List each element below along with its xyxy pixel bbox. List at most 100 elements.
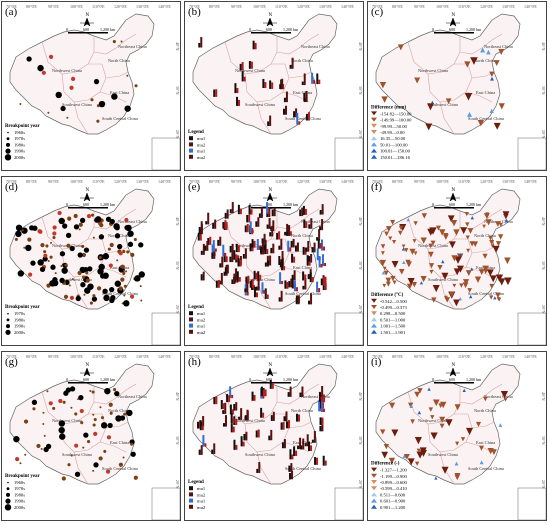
- scale-label: 1,200 km: [100, 202, 116, 208]
- station-bar: [264, 288, 267, 299]
- station-dot: [99, 223, 104, 228]
- station-bar: [281, 442, 284, 449]
- station-bar: [266, 202, 269, 214]
- lon-label: 90°0'E: [231, 354, 242, 359]
- lon-label: 70°0'E: [6, 179, 17, 184]
- region-label: Southwest China: [245, 102, 275, 107]
- north-arrow-icon: [263, 192, 277, 202]
- scale-bar: [434, 382, 474, 384]
- station-bar: [305, 113, 308, 121]
- legend-item: -0.599—0.410: [380, 486, 407, 491]
- station-dot: [92, 236, 95, 239]
- north-label: N: [452, 188, 456, 193]
- station-triangle: [445, 98, 452, 105]
- station-bar: [215, 396, 218, 405]
- legend-item: 0.501—1.000: [380, 317, 406, 322]
- station-bar: [238, 277, 241, 282]
- region-label: East China: [110, 90, 129, 95]
- legend-symbol: [7, 312, 9, 315]
- station-bar: [230, 413, 233, 424]
- station-bar: [271, 382, 274, 389]
- map-f: 70°0'E 80°0'E 90°0'E 100°0'E 110°0'E 120°0'E 1…: [371, 179, 546, 345]
- lon-label: 140°0'E: [341, 354, 354, 359]
- north-arrow-icon: [263, 17, 277, 27]
- region-label: East China: [293, 265, 312, 270]
- station-dot: [69, 245, 75, 252]
- lat-label: 20°N: [358, 305, 363, 314]
- station-bar: [286, 223, 289, 236]
- station-triangle: [504, 257, 511, 265]
- station-dot: [61, 267, 68, 274]
- station-triangle: [493, 122, 501, 130]
- region-boundary: [99, 441, 127, 453]
- station-bar: [260, 386, 263, 396]
- station-dot: [124, 217, 129, 223]
- station-bar: [310, 445, 313, 451]
- station-bar: [302, 438, 305, 450]
- station-dot: [121, 302, 124, 305]
- station-triangle: [441, 466, 449, 474]
- station-bar: [268, 210, 271, 214]
- station-dot: [86, 440, 91, 444]
- station-triangle: [489, 283, 495, 289]
- station-bar: [236, 88, 239, 94]
- scale-bar: [251, 207, 291, 209]
- station-bar: [283, 416, 286, 422]
- inset-box: [517, 312, 546, 345]
- lon-label: 80°0'E: [209, 179, 220, 184]
- station-bar: [217, 279, 220, 288]
- lat-label: 40°N: [541, 42, 546, 51]
- station-bar: [282, 421, 285, 430]
- station-dot: [138, 271, 145, 278]
- scale-label: 1,200 km: [283, 27, 299, 33]
- station-triangle: [398, 230, 403, 236]
- station-bar: [320, 396, 323, 402]
- scale-label: 1,200 km: [100, 27, 116, 33]
- scale-label: 1,200 km: [466, 377, 482, 383]
- region-boundary: [73, 451, 89, 485]
- station-bar: [299, 392, 302, 398]
- station-dot: [64, 263, 68, 267]
- lon-label: 110°0'E: [458, 4, 471, 9]
- station-triangle: [503, 397, 508, 402]
- station-dot: [69, 386, 76, 392]
- station-triangle: [430, 415, 435, 420]
- panel-a: 70°0'E 80°0'E 90°0'E 100°0'E 110°0'E 120°0'E 1…: [1, 1, 181, 171]
- station-triangle: [491, 449, 497, 455]
- legend-symbol: [5, 498, 11, 504]
- station-bar: [285, 105, 288, 115]
- station-triangle: [465, 270, 472, 277]
- lon-label: 130°0'E: [502, 354, 515, 359]
- station-dot: [60, 105, 66, 112]
- map-h: 70°0'E 80°0'E 90°0'E 100°0'E 110°0'E 120°0'E 1…: [188, 354, 363, 520]
- station-triangle: [464, 61, 471, 68]
- region-boundary: [288, 421, 312, 429]
- station-dot: [123, 269, 126, 272]
- legend-symbol: [371, 123, 377, 128]
- legend-item: mu1: [197, 486, 206, 491]
- station-bar: [202, 416, 205, 427]
- station-triangle: [498, 423, 503, 427]
- region-label: North China: [474, 233, 496, 238]
- station-dot: [21, 229, 24, 232]
- scale-label: 1,200 km: [466, 202, 482, 208]
- station-triangle: [404, 248, 409, 253]
- legend-item: -149.99—100.00: [380, 118, 412, 123]
- station-bar: [283, 108, 286, 115]
- station-bar: [268, 435, 271, 441]
- station-triangle: [475, 421, 482, 428]
- station-bar: [257, 217, 260, 227]
- station-dot: [40, 243, 45, 248]
- station-triangle: [489, 239, 495, 245]
- station-dot: [67, 216, 72, 221]
- legend-item: 1970s: [14, 311, 25, 316]
- region-boundary: [93, 208, 137, 230]
- region-label: Northeast China: [301, 44, 330, 49]
- station-triangle: [504, 218, 509, 222]
- station-bar: [291, 454, 294, 460]
- station-dot: [99, 406, 102, 409]
- station-bar: [236, 271, 239, 282]
- station-dot: [91, 296, 98, 302]
- station-bar: [300, 445, 303, 450]
- region-label: East China: [476, 90, 495, 95]
